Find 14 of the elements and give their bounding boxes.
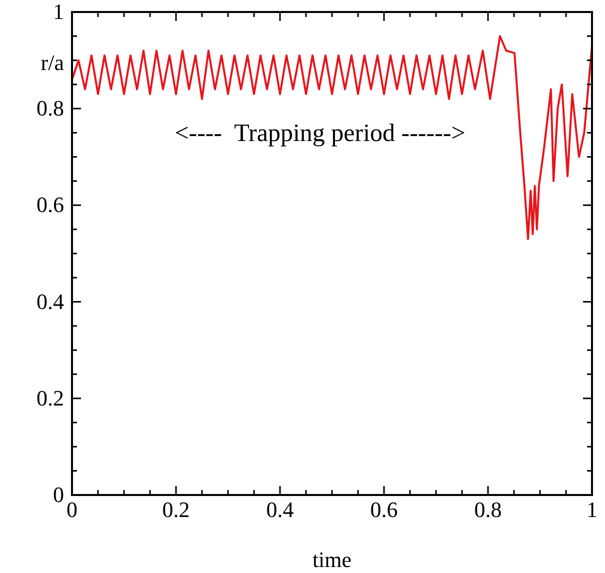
y-tick-label: 0.4 [36, 288, 64, 314]
x-tick-label: 0.8 [474, 497, 502, 522]
annotation: <---- Trapping period ------> [174, 120, 466, 147]
x-tick-label: 1 [586, 497, 598, 522]
y-tick-label: 0.2 [36, 385, 64, 410]
x-tick-label: 0.2 [162, 497, 190, 522]
x-axis-title: time [312, 547, 352, 572]
y-axis-title: r/a [40, 50, 64, 75]
line-series [71, 35, 593, 240]
x-tick-label: 0.4 [266, 497, 294, 522]
y-tick-label: 0.6 [36, 192, 64, 218]
y-tick-label: 1 [53, 0, 64, 24]
x-tick-label: 0.6 [370, 497, 398, 522]
y-tick-label: 0.8 [36, 96, 64, 121]
